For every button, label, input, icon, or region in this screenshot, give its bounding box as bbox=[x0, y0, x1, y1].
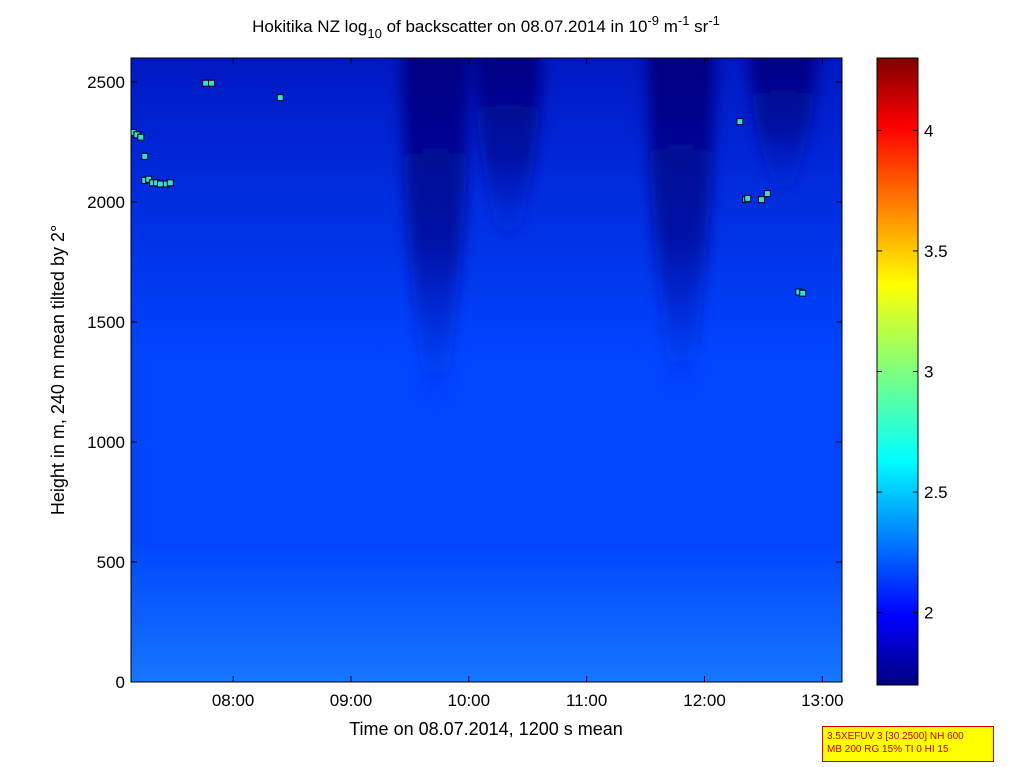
colorbar-axis: 2 2.5 3 3.5 4 bbox=[877, 121, 948, 623]
cloud-marker bbox=[166, 179, 174, 187]
plot-area bbox=[131, 58, 842, 682]
x-tick-label: 10:00 bbox=[448, 691, 491, 710]
y-tick-label: 1500 bbox=[87, 313, 125, 332]
cloud-markers bbox=[131, 79, 807, 297]
cloud-marker bbox=[799, 289, 807, 297]
colorbar bbox=[876, 57, 919, 686]
processing-info-box: 3.5XEFUV 3 [30 2500] NH 600 MB 200 RG 15… bbox=[822, 726, 994, 762]
x-tick-label: 11:00 bbox=[566, 691, 607, 710]
y-tick-label: 0 bbox=[116, 673, 125, 692]
colorbar-tick-label: 3.5 bbox=[924, 242, 948, 261]
cloud-marker bbox=[137, 133, 145, 141]
chart-title: Hokitika NZ log10 of backscatter on 08.0… bbox=[252, 13, 720, 41]
x-tick-label: 13:00 bbox=[801, 691, 844, 710]
y-tick-label: 2500 bbox=[87, 73, 125, 92]
info-line-2: MB 200 RG 15% TI 0 HI 15 bbox=[827, 744, 949, 755]
x-axis: 08:00 09:00 10:00 11:00 12:00 13:00 bbox=[212, 58, 844, 710]
cloud-marker bbox=[208, 79, 216, 87]
plume bbox=[749, 58, 817, 198]
cloud-marker bbox=[145, 175, 153, 183]
y-tick-label: 2000 bbox=[87, 193, 125, 212]
x-axis-label: Time on 08.07.2014, 1200 s mean bbox=[349, 719, 623, 739]
cloud-marker bbox=[736, 118, 744, 126]
y-axis-label: Height in m, 240 m mean tilted by 2° bbox=[48, 225, 68, 515]
cloud-marker bbox=[156, 180, 164, 188]
cloud-marker bbox=[202, 79, 210, 87]
near-ground-layer bbox=[131, 540, 842, 682]
plume bbox=[646, 58, 715, 390]
colorbar-tick-label: 4 bbox=[924, 121, 933, 140]
cloud-marker bbox=[757, 196, 765, 204]
cloud-marker bbox=[276, 94, 284, 102]
x-tick-label: 08:00 bbox=[212, 691, 255, 710]
plume bbox=[474, 58, 543, 246]
x-tick-label: 09:00 bbox=[330, 691, 373, 710]
colorbar-tick-label: 2 bbox=[924, 604, 933, 623]
low-backscatter-plumes bbox=[401, 58, 817, 402]
cloud-marker bbox=[763, 190, 771, 198]
plume bbox=[401, 58, 470, 402]
cloud-marker bbox=[141, 152, 149, 160]
y-axis: 0 500 1000 1500 2000 2500 bbox=[87, 73, 842, 692]
y-tick-label: 1000 bbox=[87, 433, 125, 452]
y-tick-label: 500 bbox=[97, 553, 125, 572]
plot-frame bbox=[130, 57, 843, 683]
info-line-1: 3.5XEFUV 3 [30 2500] NH 600 bbox=[827, 731, 964, 742]
colorbar-tick-label: 3 bbox=[924, 363, 933, 382]
x-tick-label: 12:00 bbox=[683, 691, 726, 710]
cloud-marker bbox=[744, 194, 752, 202]
colorbar-tick-label: 2.5 bbox=[924, 483, 948, 502]
